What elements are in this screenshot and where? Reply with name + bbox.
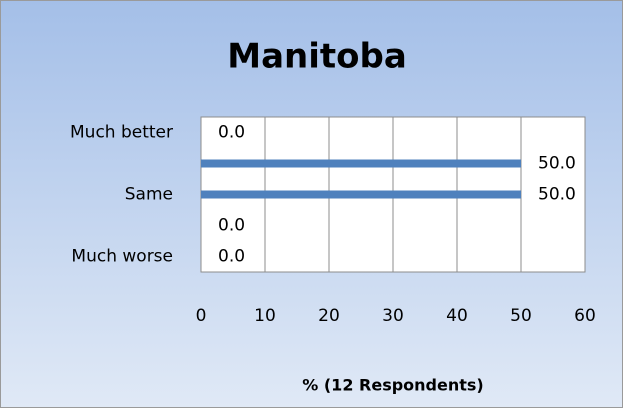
bar bbox=[201, 190, 521, 199]
x-tick-label: 40 bbox=[446, 306, 468, 326]
value-label: 0.0 bbox=[218, 247, 245, 267]
value-label: 50.0 bbox=[538, 185, 576, 205]
y-tick-label: Same bbox=[125, 185, 173, 205]
x-tick-label: 50 bbox=[510, 306, 532, 326]
value-label: 0.0 bbox=[218, 123, 245, 143]
x-tick-label: 0 bbox=[196, 306, 207, 326]
y-tick-label: Much worse bbox=[71, 247, 173, 267]
x-axis-label: % (12 Respondents) bbox=[302, 376, 483, 395]
x-tick-label: 60 bbox=[574, 306, 596, 326]
x-tick-label: 20 bbox=[318, 306, 340, 326]
chart-title: Manitoba bbox=[227, 37, 407, 77]
x-tick-label: 10 bbox=[254, 306, 276, 326]
x-tick-label: 30 bbox=[382, 306, 404, 326]
value-label: 0.0 bbox=[218, 216, 245, 236]
y-tick-label: Much better bbox=[70, 123, 173, 143]
value-label: 50.0 bbox=[538, 154, 576, 174]
bar bbox=[201, 159, 521, 168]
